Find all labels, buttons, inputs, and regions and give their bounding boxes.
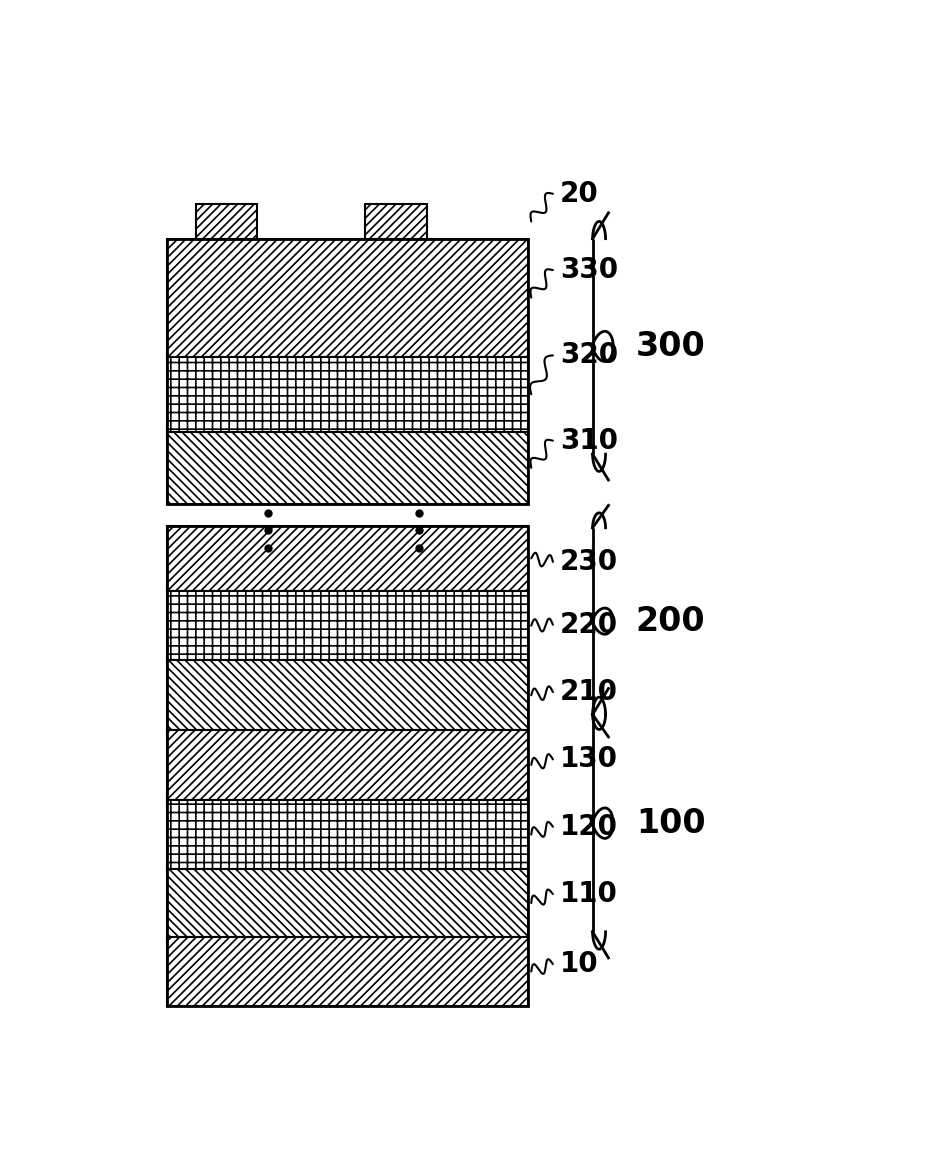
Text: 20: 20 bbox=[560, 180, 599, 208]
Text: 100: 100 bbox=[636, 807, 706, 840]
Text: 320: 320 bbox=[560, 342, 618, 370]
Bar bbox=[167, 936, 528, 1006]
Bar bbox=[167, 357, 528, 433]
Bar bbox=[167, 800, 528, 870]
Text: 300: 300 bbox=[636, 330, 706, 363]
Bar bbox=[167, 870, 528, 936]
Bar bbox=[167, 239, 528, 504]
Bar bbox=[196, 204, 257, 239]
Text: 310: 310 bbox=[560, 427, 618, 455]
Text: 10: 10 bbox=[560, 950, 599, 978]
Bar bbox=[167, 239, 528, 357]
Text: 200: 200 bbox=[636, 605, 706, 638]
Bar bbox=[365, 204, 426, 239]
Text: 120: 120 bbox=[560, 813, 618, 841]
Text: 220: 220 bbox=[560, 611, 618, 639]
Text: 110: 110 bbox=[560, 880, 618, 908]
Bar bbox=[167, 526, 528, 1006]
Bar bbox=[167, 730, 528, 800]
Bar bbox=[167, 591, 528, 660]
Text: 330: 330 bbox=[560, 257, 618, 285]
Bar bbox=[167, 433, 528, 504]
Text: 210: 210 bbox=[560, 679, 618, 707]
Bar bbox=[167, 660, 528, 730]
Text: 130: 130 bbox=[560, 745, 618, 773]
Text: 230: 230 bbox=[560, 548, 618, 576]
Bar bbox=[167, 526, 528, 591]
